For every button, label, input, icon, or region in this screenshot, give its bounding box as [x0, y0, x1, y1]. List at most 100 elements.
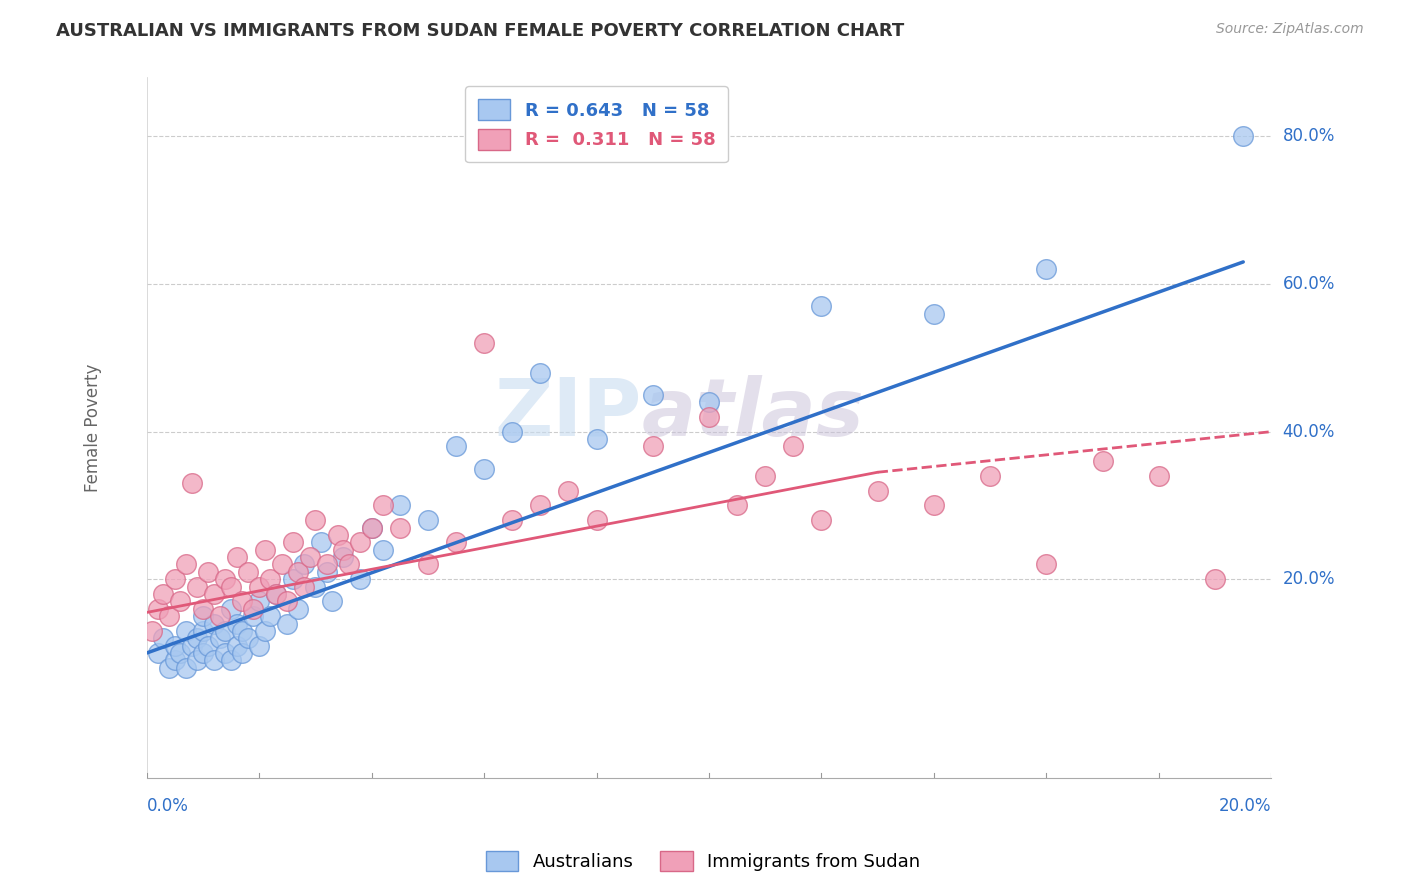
Point [304, 513, 326, 527]
Point [214, 572, 236, 586]
Point [259, 609, 281, 624]
Point [253, 542, 276, 557]
Point [242, 601, 264, 615]
Point [231, 594, 253, 608]
Point [152, 587, 174, 601]
Point [416, 513, 439, 527]
Text: 20.0%: 20.0% [1219, 797, 1271, 815]
Point [242, 609, 264, 624]
Point [208, 632, 231, 646]
Point [292, 580, 315, 594]
Point [810, 299, 832, 313]
Point [191, 609, 214, 624]
Point [1147, 469, 1170, 483]
Point [388, 499, 411, 513]
Point [585, 513, 607, 527]
Point [157, 661, 180, 675]
Point [231, 624, 253, 638]
Point [725, 499, 748, 513]
Text: ZIP: ZIP [495, 375, 641, 453]
Point [169, 594, 191, 608]
Point [169, 646, 191, 660]
Point [754, 469, 776, 483]
Point [337, 558, 360, 572]
Point [208, 609, 231, 624]
Point [281, 535, 304, 549]
Point [557, 483, 579, 498]
Point [197, 565, 219, 579]
Point [416, 558, 439, 572]
Point [180, 639, 202, 653]
Point [191, 624, 214, 638]
Point [332, 550, 354, 565]
Point [292, 558, 315, 572]
Point [270, 558, 292, 572]
Point [146, 646, 169, 660]
Point [174, 661, 197, 675]
Point [641, 388, 664, 402]
Point [371, 499, 394, 513]
Point [529, 499, 551, 513]
Point [276, 616, 298, 631]
Point [231, 646, 253, 660]
Point [202, 653, 225, 667]
Point [191, 646, 214, 660]
Point [186, 653, 208, 667]
Point [1035, 262, 1057, 277]
Point [349, 572, 371, 586]
Point [501, 425, 523, 439]
Text: 0.0%: 0.0% [146, 797, 188, 815]
Point [225, 639, 247, 653]
Point [321, 594, 343, 608]
Point [304, 580, 326, 594]
Point [1204, 572, 1226, 586]
Point [253, 624, 276, 638]
Point [163, 653, 186, 667]
Point [219, 653, 242, 667]
Point [180, 476, 202, 491]
Point [697, 395, 720, 409]
Text: 60.0%: 60.0% [1282, 275, 1334, 293]
Point [922, 499, 945, 513]
Point [1091, 454, 1114, 468]
Text: 80.0%: 80.0% [1282, 128, 1334, 145]
Point [247, 594, 270, 608]
Point [219, 601, 242, 615]
Point [309, 535, 332, 549]
Point [810, 513, 832, 527]
Point [332, 542, 354, 557]
Point [247, 639, 270, 653]
Legend: R = 0.643   N = 58, R =  0.311   N = 58: R = 0.643 N = 58, R = 0.311 N = 58 [465, 87, 728, 162]
Point [214, 624, 236, 638]
Point [315, 565, 337, 579]
Point [202, 587, 225, 601]
Point [264, 587, 287, 601]
Point [501, 513, 523, 527]
Point [472, 336, 495, 351]
Point [444, 439, 467, 453]
Point [360, 520, 382, 534]
Point [163, 572, 186, 586]
Point [186, 632, 208, 646]
Point [371, 542, 394, 557]
Point [163, 639, 186, 653]
Point [298, 550, 321, 565]
Point [174, 624, 197, 638]
Point [214, 646, 236, 660]
Point [979, 469, 1001, 483]
Point [472, 461, 495, 475]
Point [264, 587, 287, 601]
Point [276, 594, 298, 608]
Point [141, 624, 163, 638]
Point [287, 565, 309, 579]
Point [174, 558, 197, 572]
Point [326, 528, 349, 542]
Point [287, 601, 309, 615]
Point [236, 632, 259, 646]
Legend: Australians, Immigrants from Sudan: Australians, Immigrants from Sudan [478, 844, 928, 879]
Text: AUSTRALIAN VS IMMIGRANTS FROM SUDAN FEMALE POVERTY CORRELATION CHART: AUSTRALIAN VS IMMIGRANTS FROM SUDAN FEMA… [56, 22, 904, 40]
Text: 40.0%: 40.0% [1282, 423, 1334, 441]
Point [259, 572, 281, 586]
Text: 20.0%: 20.0% [1282, 570, 1336, 588]
Point [444, 535, 467, 549]
